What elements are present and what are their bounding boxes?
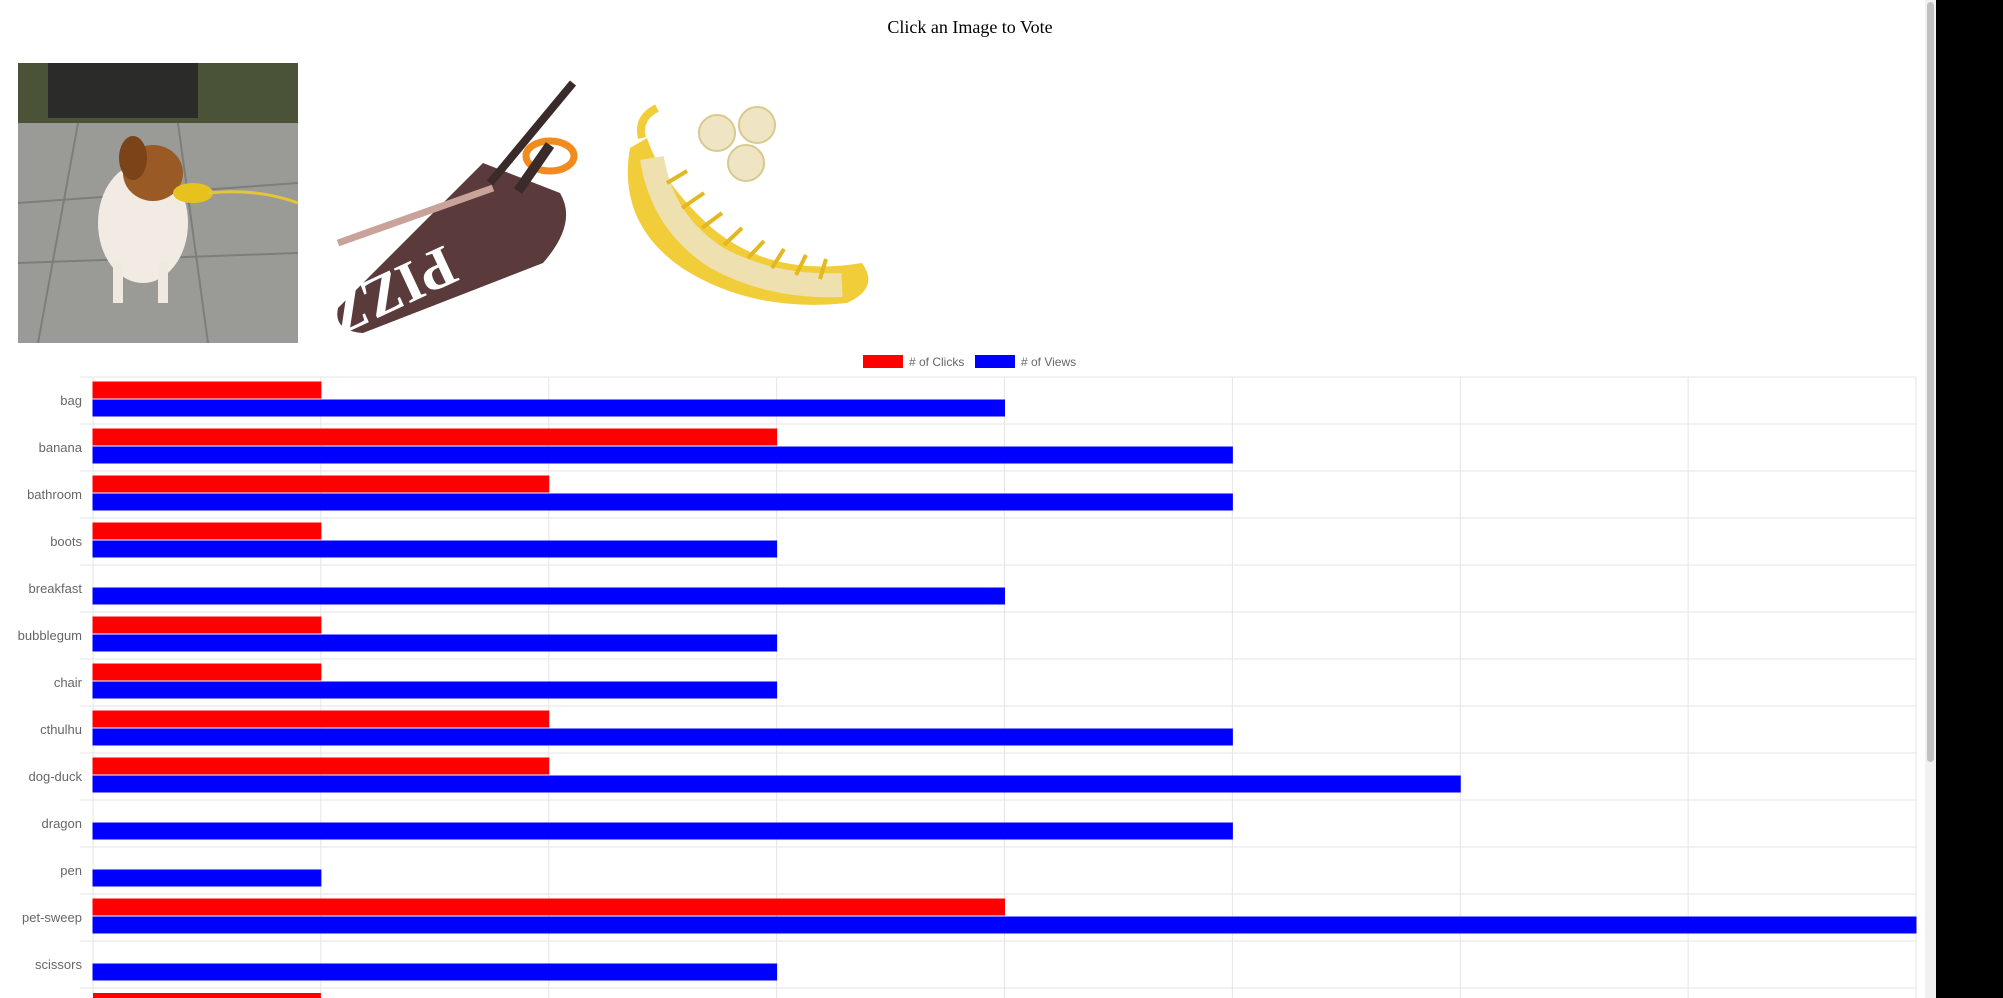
- bar-views-bubblegum: [92, 634, 778, 652]
- bar-views-boots: [92, 540, 778, 558]
- category-label-chair: chair: [54, 675, 83, 690]
- chart-category-labels: bag banana bathroom boots breakfast bubblegum…: [18, 393, 83, 972]
- chart-grid: [80, 376, 1917, 998]
- category-label-cthulhu: cthulhu: [40, 722, 82, 737]
- chart-bars: [92, 381, 1917, 998]
- vote-image-banana-slicer[interactable]: [612, 63, 892, 343]
- page-left-edge: [0, 0, 18, 718]
- pizza-scissors-image: PIZZA: [318, 80, 578, 343]
- category-label-breakfast: breakfast: [29, 581, 83, 596]
- category-label-bathroom: bathroom: [27, 487, 82, 502]
- bar-views-chair: [92, 681, 778, 699]
- dog-with-duck-muzzle-image: [18, 63, 298, 343]
- legend-swatch: [975, 355, 1015, 368]
- bar-clicks-bathroom: [92, 475, 550, 493]
- bar-clicks-chair: [92, 663, 322, 681]
- bar-clicks-pet-sweep: [92, 898, 1005, 916]
- category-label-dog-duck: dog-duck: [29, 769, 83, 784]
- bar-clicks-bag: [92, 381, 322, 399]
- category-label-bag: bag: [60, 393, 82, 408]
- category-label-banana: banana: [39, 440, 83, 455]
- bar-clicks-banana: [92, 428, 778, 446]
- chart-legend: # of Clicks # of Views: [863, 355, 1076, 369]
- votes-chart: # of Clicks # of Views bag banana bathroom b…: [0, 350, 1925, 998]
- category-label-dragon: dragon: [42, 816, 82, 831]
- bar-views-dragon: [92, 822, 1233, 840]
- bar-views-pen: [92, 869, 322, 887]
- category-label-boots: boots: [50, 534, 82, 549]
- svg-text:PIZZA: PIZZA: [318, 233, 467, 343]
- category-label-bubblegum: bubblegum: [18, 628, 82, 643]
- legend-label: # of Views: [1021, 355, 1076, 369]
- bar-views-cthulhu: [92, 728, 1233, 746]
- bar-views-banana: [92, 446, 1233, 464]
- bar-views-breakfast: [92, 587, 1005, 605]
- page-heading: Click an Image to Vote: [887, 17, 1053, 37]
- legend-label: # of Clicks: [909, 355, 964, 369]
- bar-clicks-cthulhu: [92, 710, 550, 728]
- bar-clicks-boots: [92, 522, 322, 540]
- bar-clicks-bubblegum: [92, 616, 322, 634]
- bar-views-pet-sweep: [92, 916, 1917, 934]
- scrollbar-thumb[interactable]: [1927, 2, 1934, 762]
- bar-views-scissors: [92, 963, 778, 981]
- bar-views-bag: [92, 399, 1005, 417]
- bar-views-bathroom: [92, 493, 1233, 511]
- bar-views-dog-duck: [92, 775, 1461, 793]
- banana-slicer-image: [627, 104, 869, 305]
- vote-image-dog-duck[interactable]: [18, 63, 298, 343]
- legend-swatch: [863, 355, 903, 368]
- bar-chart-svg: # of Clicks # of Views bagbananabathroomb…: [18, 355, 1917, 998]
- vote-image-pizza-scissors[interactable]: PIZZA: [318, 63, 598, 343]
- bar-clicks-dog-duck: [92, 757, 550, 775]
- category-label-pet-sweep: pet-sweep: [22, 910, 82, 925]
- category-label-scissors: scissors: [35, 957, 82, 972]
- category-label-pen: pen: [60, 863, 82, 878]
- bar-clicks-partial: [93, 993, 321, 998]
